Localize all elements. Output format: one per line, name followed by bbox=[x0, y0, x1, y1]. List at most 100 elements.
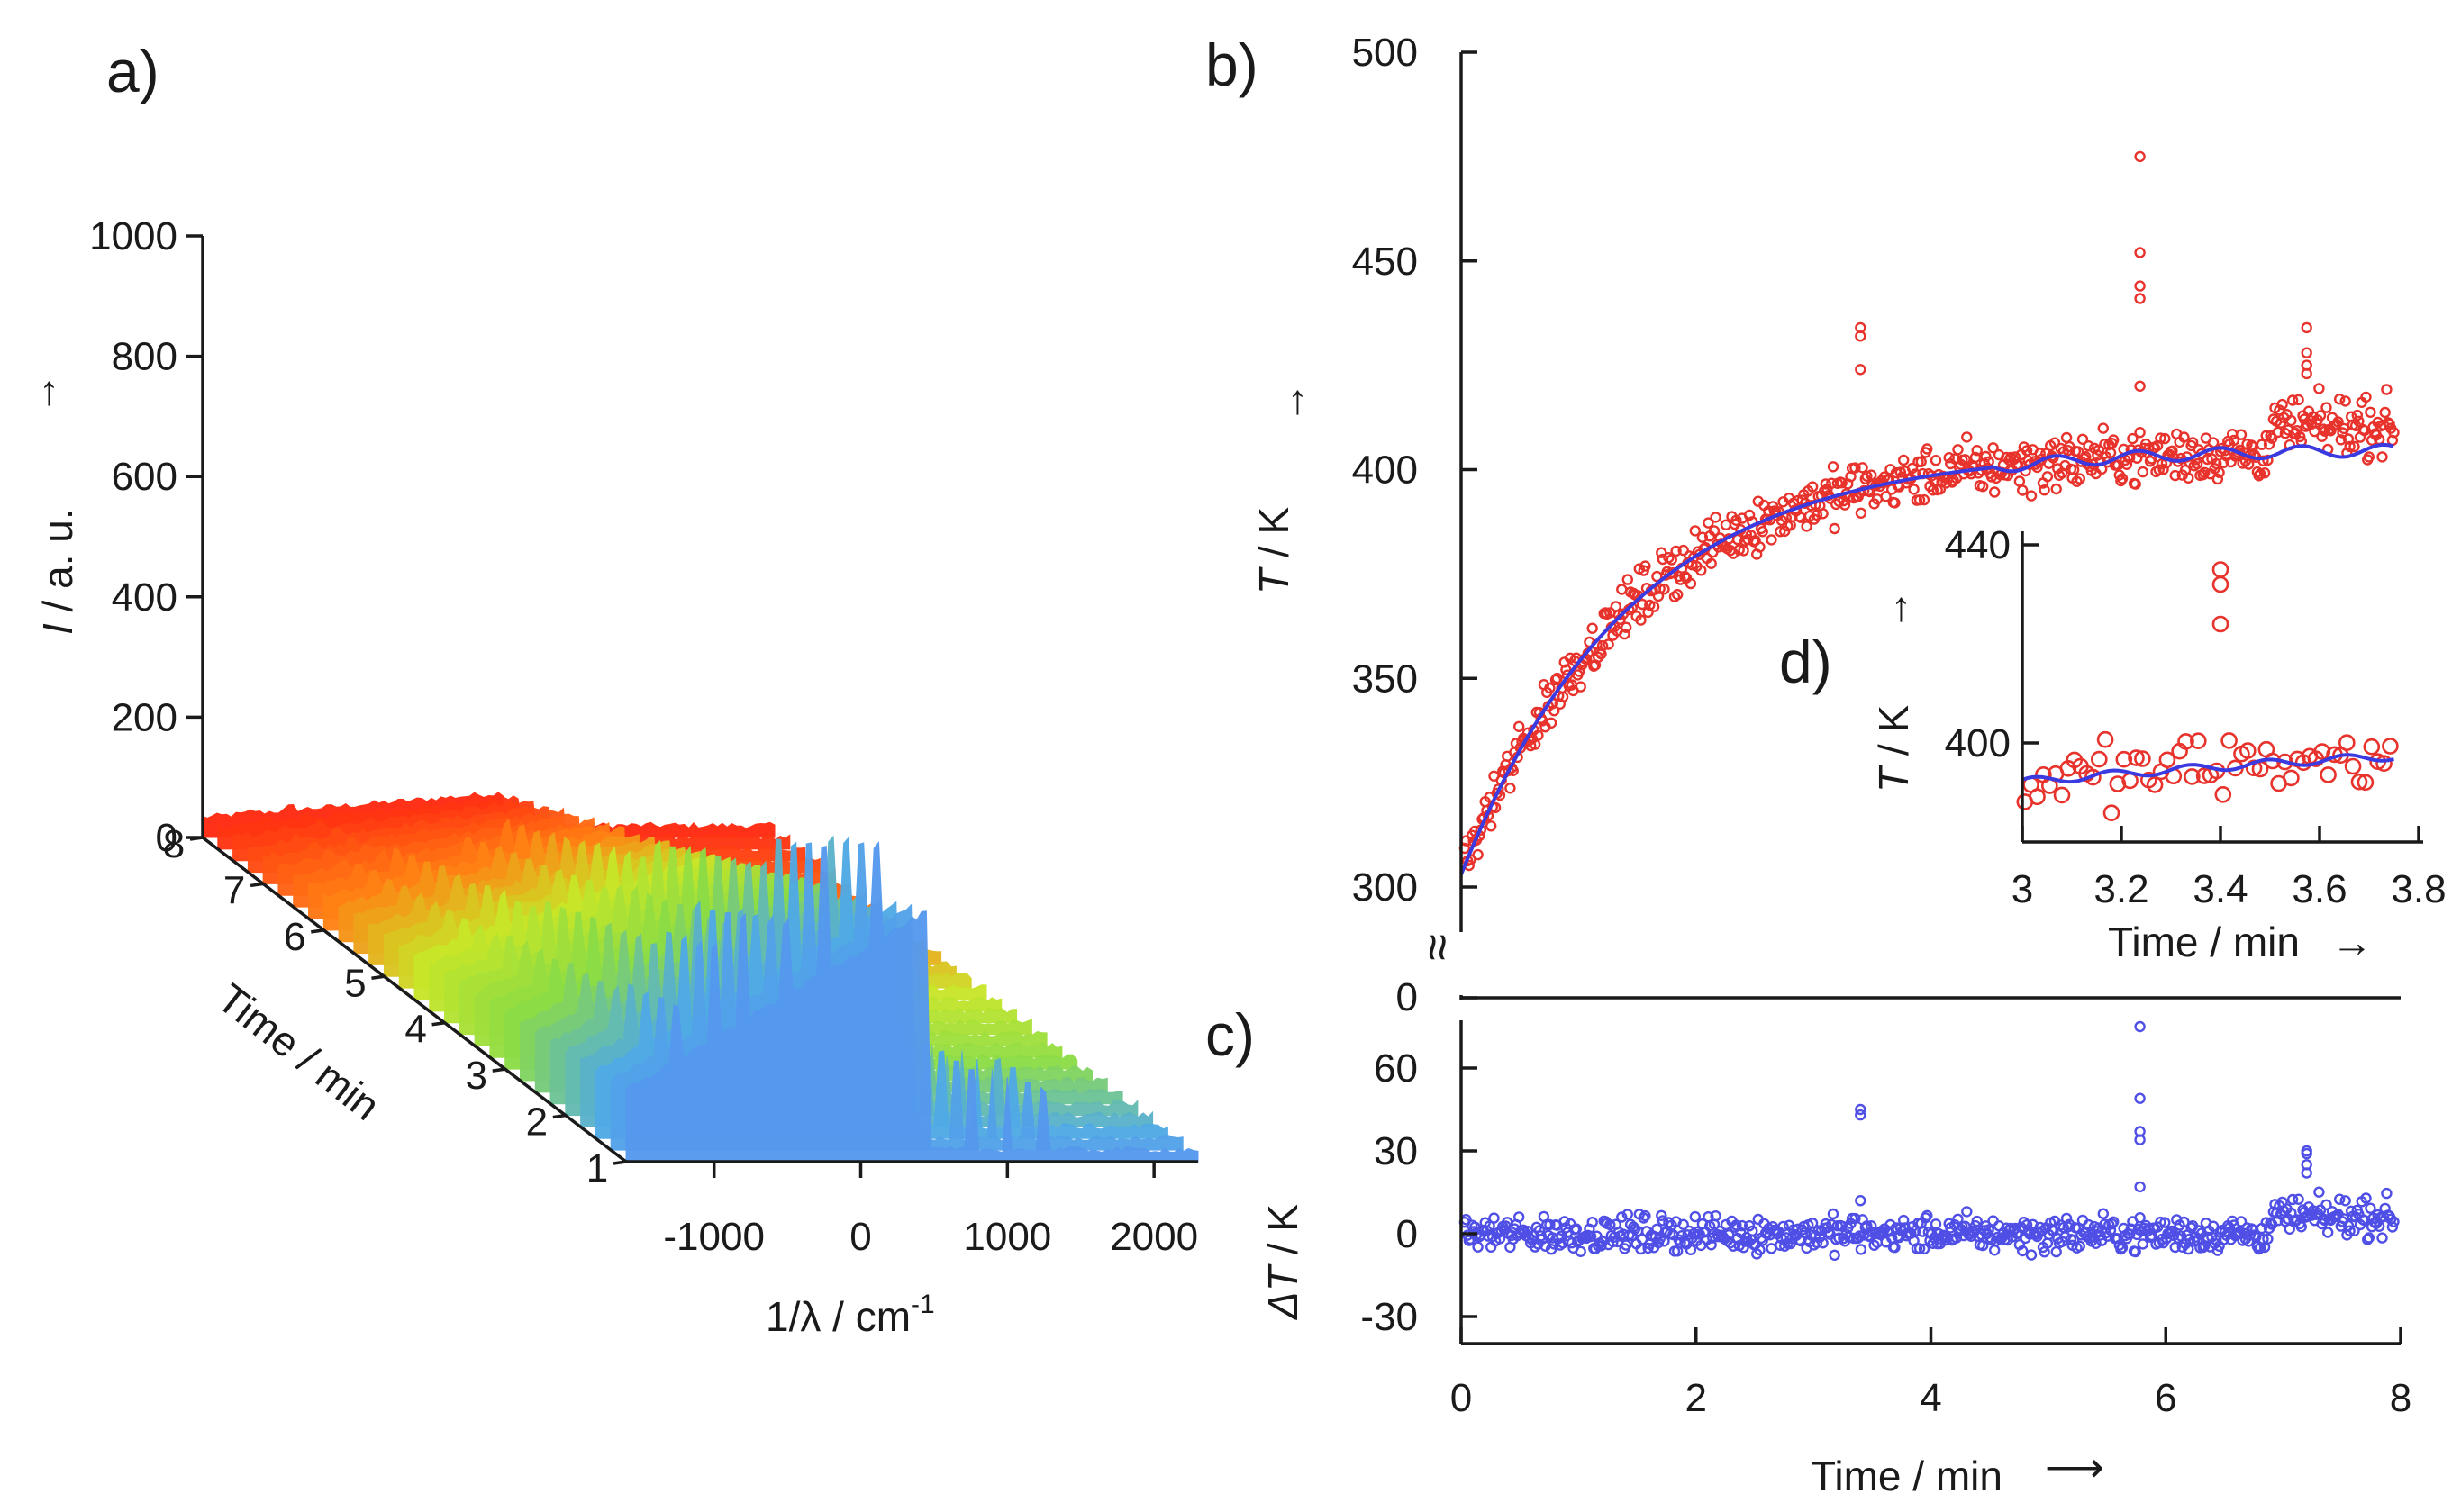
b-point bbox=[1829, 522, 1840, 535]
d-point bbox=[2134, 750, 2151, 767]
a-intensity-ticks: 0 200 400 600 800 1000 bbox=[89, 214, 203, 860]
b-point bbox=[1621, 574, 1634, 585]
b-point bbox=[1766, 534, 1777, 546]
b-point bbox=[1915, 456, 1927, 467]
b-point bbox=[1679, 570, 1691, 583]
b-point bbox=[2137, 466, 2149, 478]
c-point bbox=[1639, 1209, 1651, 1222]
d-point bbox=[2320, 766, 2337, 783]
c-point bbox=[1620, 1239, 1632, 1251]
d-ticks: 400 440 3 3.2 3.4 3.6 3.8 bbox=[1945, 523, 2447, 911]
b-outlier-point bbox=[1855, 364, 1866, 376]
c-point bbox=[1994, 1233, 2006, 1245]
b-point bbox=[1889, 497, 1901, 509]
b-point bbox=[1906, 462, 1919, 475]
c-x-tick-label: 4 bbox=[1920, 1376, 1941, 1420]
b-point bbox=[2320, 402, 2332, 413]
b-point bbox=[1592, 651, 1604, 663]
b-point bbox=[2041, 471, 2054, 483]
b-point bbox=[2313, 383, 2325, 394]
b-point bbox=[1720, 519, 1732, 530]
b-point bbox=[1743, 509, 1756, 521]
c-point bbox=[2260, 1217, 2272, 1228]
c-point bbox=[2381, 1187, 2393, 1200]
b-point bbox=[2116, 473, 2129, 484]
b-point bbox=[1733, 544, 1745, 556]
b-point bbox=[2257, 455, 2269, 466]
b-point bbox=[1586, 622, 1598, 634]
panel-d-inset: d) 400 440 3 3.2 3.4 3.6 3.8 T / K → Time / mi… bbox=[1779, 518, 2447, 965]
b-point bbox=[1708, 525, 1721, 537]
a-wavenumber-tick-label: 1000 bbox=[963, 1215, 1051, 1259]
b-point bbox=[2363, 451, 2375, 463]
b-point bbox=[2156, 458, 2168, 470]
a-intensity-arrow: → bbox=[18, 373, 65, 414]
a-time-tick-label: 7 bbox=[223, 868, 245, 912]
b-point bbox=[1987, 442, 1999, 454]
c-point bbox=[1976, 1239, 1989, 1252]
d-point bbox=[2158, 751, 2176, 769]
b-point bbox=[1952, 444, 1964, 456]
c-point bbox=[1918, 1243, 1930, 1255]
c-outlier-point bbox=[2134, 1020, 2146, 1033]
a-time-tick-label: 1 bbox=[586, 1146, 608, 1191]
c-point bbox=[1488, 1212, 1500, 1224]
b-point bbox=[1811, 509, 1823, 521]
c-point bbox=[1987, 1215, 1999, 1227]
d-point bbox=[2382, 738, 2399, 755]
d-point bbox=[2091, 750, 2108, 768]
b-point bbox=[1557, 691, 1569, 702]
b-point bbox=[2169, 469, 2181, 482]
c-y-tick-label: 60 bbox=[1374, 1046, 1418, 1091]
c-point bbox=[2137, 1238, 2149, 1250]
b-point bbox=[2335, 434, 2347, 446]
c-point bbox=[2293, 1193, 2304, 1205]
b-point bbox=[1620, 621, 1632, 633]
b-point bbox=[2228, 434, 2240, 447]
a-time-tick bbox=[371, 974, 385, 981]
b-point bbox=[2266, 432, 2278, 444]
b-point bbox=[2382, 417, 2394, 429]
c-outlier-point bbox=[2134, 1181, 2146, 1193]
c-point bbox=[2183, 1243, 2194, 1255]
c-outlier-point bbox=[1855, 1103, 1866, 1116]
b-outlier-point bbox=[2301, 321, 2312, 334]
d-y-tick-label: 400 bbox=[1945, 721, 2011, 765]
c-point bbox=[1777, 1220, 1789, 1233]
b-y-arrow: → bbox=[1267, 382, 1313, 423]
c-point bbox=[2197, 1241, 2209, 1254]
c-data-layer bbox=[1458, 1020, 2400, 1262]
c-point bbox=[1607, 1236, 1619, 1248]
c-point bbox=[1868, 1239, 1880, 1252]
a-time-tick bbox=[431, 1020, 445, 1027]
panel-c-label: c) bbox=[1205, 1001, 1255, 1068]
c-point bbox=[1811, 1236, 1823, 1249]
a-time-tick bbox=[311, 928, 324, 934]
a-intensity-tick-label: 200 bbox=[112, 695, 177, 739]
b-point bbox=[2067, 464, 2080, 475]
b-point bbox=[2072, 446, 2084, 457]
c-point bbox=[1806, 1218, 1819, 1229]
b-point bbox=[2178, 431, 2190, 443]
b-point bbox=[2130, 478, 2141, 490]
d-x-tick-label: 3.4 bbox=[2193, 867, 2248, 911]
c-point bbox=[1814, 1231, 1826, 1244]
c-point bbox=[1677, 1218, 1689, 1231]
d-x-tick-label: 3.2 bbox=[2093, 867, 2148, 911]
c-point bbox=[2333, 1193, 2346, 1205]
c-point bbox=[2178, 1216, 2190, 1228]
c-point bbox=[2021, 1218, 2033, 1231]
b-point bbox=[1775, 526, 1786, 538]
c-x-tick-label: 2 bbox=[1685, 1376, 1707, 1420]
c-outlier-point bbox=[2134, 1092, 2146, 1104]
a-spectrum-slice bbox=[625, 841, 1199, 1163]
d-point bbox=[2146, 776, 2164, 793]
c-point bbox=[2134, 1211, 2146, 1224]
b-point bbox=[2381, 384, 2393, 395]
d-x-arrow: → bbox=[2331, 919, 2373, 965]
b-y-tick-label: 500 bbox=[1352, 31, 1418, 75]
a-time-tick-label: 3 bbox=[465, 1054, 486, 1098]
b-point bbox=[1689, 525, 1702, 537]
c-point bbox=[2344, 1225, 2356, 1236]
b-point bbox=[1817, 508, 1829, 520]
